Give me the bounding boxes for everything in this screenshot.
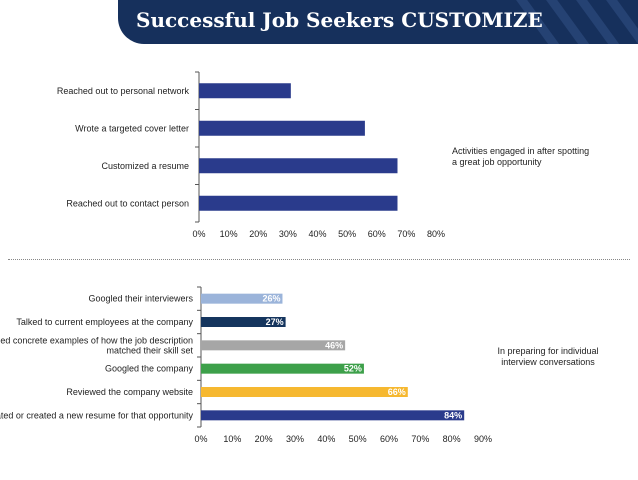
- data-label: 84%: [444, 410, 462, 420]
- chart-activities: Reached out to personal network Wrote a t…: [57, 71, 445, 239]
- x-tick-label: 10%: [223, 434, 241, 444]
- header-banner: Successful Job Seekers CUSTOMIZE: [118, 0, 638, 44]
- x-tick-label: 20%: [249, 229, 267, 239]
- x-tick-label: 0%: [194, 434, 207, 444]
- category-label: Googled their interviewers: [88, 294, 193, 304]
- x-tick-label: 10%: [220, 229, 238, 239]
- x-tick-label: 80%: [443, 434, 461, 444]
- data-label: 27%: [266, 317, 284, 327]
- banner-pattern-icon: [516, 0, 638, 44]
- category-label: Updated or created a new resume for that…: [0, 410, 193, 420]
- x-tick-label: 90%: [474, 434, 492, 444]
- section-divider: [8, 259, 630, 260]
- x-tick-label: 20%: [255, 434, 273, 444]
- x-tick-label: 70%: [397, 229, 415, 239]
- bar-3: [199, 195, 398, 211]
- x-tick-label: 70%: [411, 434, 429, 444]
- bar-5: [201, 410, 465, 421]
- category-label: Brainstormed concrete examples of how th…: [0, 335, 193, 345]
- data-label: 52%: [344, 364, 362, 374]
- x-tick-label: 60%: [380, 434, 398, 444]
- category-label: Customized a resume: [101, 161, 189, 171]
- bar-1: [199, 120, 365, 136]
- x-tick-label: 30%: [286, 434, 304, 444]
- chart-interview-prep-note: In preparing for individual interview co…: [497, 346, 599, 367]
- x-tick-label: 40%: [308, 229, 326, 239]
- bar-1: [201, 317, 286, 327]
- category-label: Reached out to personal network: [57, 86, 190, 96]
- x-tick-label: 40%: [317, 434, 335, 444]
- x-tick-label: 0%: [192, 229, 205, 239]
- category-label: Reached out to contact person: [66, 198, 189, 208]
- x-tick-label: 60%: [368, 229, 386, 239]
- bar-2: [201, 340, 346, 351]
- category-label: Googled the company: [105, 364, 194, 374]
- x-tick-label: 50%: [338, 229, 356, 239]
- data-label: 46%: [325, 340, 343, 350]
- data-label: 26%: [262, 294, 280, 304]
- bar-0: [201, 293, 283, 304]
- x-tick-label: 50%: [349, 434, 367, 444]
- bar-4: [201, 387, 408, 397]
- category-label: Wrote a targeted cover letter: [75, 123, 189, 133]
- page-title: Successful Job Seekers CUSTOMIZE: [136, 8, 543, 32]
- x-tick-label: 30%: [279, 229, 297, 239]
- x-tick-label: 80%: [427, 229, 445, 239]
- category-label: matched their skill set: [106, 345, 193, 355]
- category-label: Reviewed the company website: [66, 387, 193, 397]
- bar-0: [199, 83, 291, 99]
- chart-activities-note: Activities engaged in after spotting a g…: [452, 146, 590, 167]
- data-label: 66%: [388, 387, 406, 397]
- bar-3: [201, 363, 364, 374]
- category-label: Talked to current employees at the compa…: [16, 317, 193, 327]
- chart-interview-prep: 26% Googled their interviewers 27% Talked t…: [0, 286, 492, 444]
- bar-2: [199, 158, 398, 174]
